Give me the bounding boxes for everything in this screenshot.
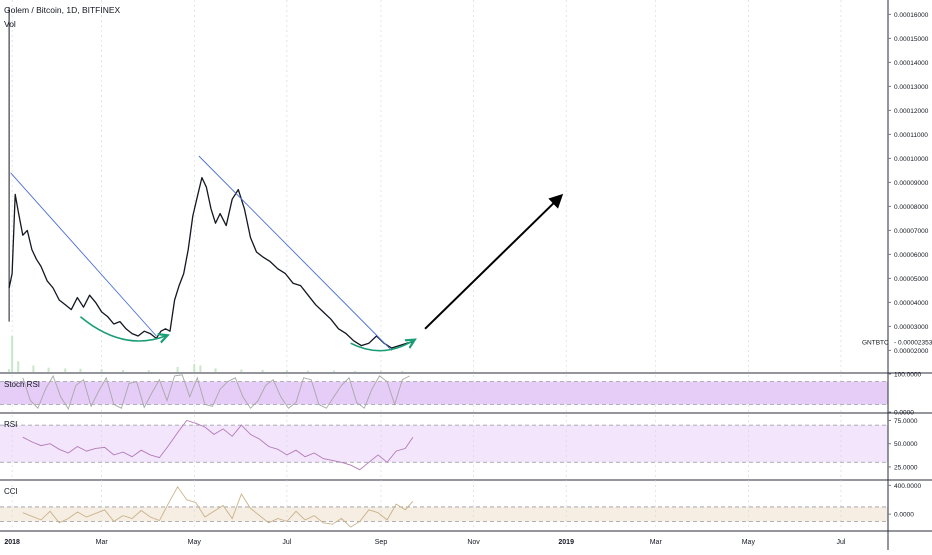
volume-bar: [32, 365, 35, 372]
cci-band-fill: [0, 506, 888, 522]
price-tick-label: 0.00007000: [894, 228, 929, 235]
indicator-lines: [22, 374, 414, 528]
time-tick-label: Mar: [650, 539, 663, 546]
volume-bar: [121, 369, 124, 372]
rsi-band-fill: [0, 425, 888, 463]
price-tick-label: 0.00008000: [894, 204, 929, 211]
cci-tick-label: 400.0000: [894, 483, 921, 490]
volume-bar: [354, 370, 357, 372]
time-tick-label: 2018: [4, 539, 20, 546]
cci-tick-label: 0.0000: [894, 512, 914, 519]
trendline-1: [10, 172, 157, 337]
arc-2: [350, 341, 413, 352]
time-tick-label: Nov: [467, 539, 480, 546]
arc-1: [79, 316, 165, 341]
price-tick-label: 0.00014000: [894, 60, 929, 67]
price-tick-label: 0.00013000: [894, 84, 929, 91]
symbol-tag: GNTBTC: [862, 339, 889, 346]
trendline-2: [198, 155, 392, 351]
axes: 0.00016000 0.00015000 0.00014000 0.00013000…: [4, 12, 932, 546]
volume-bar: [176, 366, 179, 372]
time-tick-label: May: [188, 539, 202, 546]
cci-line: [22, 485, 414, 528]
price-tick-label: 0.00006000: [894, 252, 929, 259]
rsi-line: [22, 419, 414, 471]
volume-bar: [79, 368, 82, 372]
price-tick-label: 0.00011000: [894, 132, 928, 139]
price-tick-label: 0.00003000: [894, 324, 929, 331]
pane-backgrounds: [0, 381, 888, 522]
stoch-rsi-line: [22, 374, 411, 411]
time-tick-label: Jul: [282, 539, 291, 546]
price-tick-label: 0.00016000: [894, 12, 929, 19]
volume-bars: [8, 336, 404, 372]
price-tick-label: 0.00005000: [894, 276, 929, 283]
price-tick-label: 0.00010000: [894, 156, 929, 163]
volume-bar: [8, 369, 11, 372]
time-tick-label: Mar: [96, 539, 109, 546]
volume-bar: [261, 369, 264, 372]
price-tick-label: 0.00004000: [894, 300, 929, 307]
stoch-rsi-tick-label: 0.0000: [894, 410, 914, 417]
time-tick-label: Jul: [836, 539, 845, 546]
stoch-rsi-tick-label: 100.0000: [894, 372, 921, 379]
stoch-rsi-label: Stoch RSI: [4, 380, 41, 389]
volume-bar: [64, 368, 67, 372]
rsi-tick-label: 50.0000: [894, 441, 918, 448]
volume-bar: [199, 365, 202, 372]
rsi-tick-label: 25.0000: [894, 464, 918, 471]
price-line: [8, 176, 414, 349]
volume-bar: [147, 370, 150, 372]
price-tick-label: 0.00002000: [894, 348, 929, 355]
price-tick-label: 0.00009000: [894, 180, 929, 187]
volume-bar: [401, 370, 404, 372]
price-series: [8, 7, 414, 349]
time-tick-label: Sep: [375, 539, 388, 546]
time-tick-label: 2019: [558, 539, 574, 546]
volume-bar: [100, 369, 103, 372]
volume-bar: [380, 370, 383, 372]
volume-label: Vol: [4, 19, 16, 29]
stoch-band-fill: [0, 381, 888, 405]
price-tick-label: 0.00012000: [894, 108, 929, 115]
volume-bar: [332, 370, 335, 372]
drawing-annotations: [10, 155, 564, 352]
last-value-label: - 0.00002353: [894, 339, 932, 346]
volume-bar: [17, 361, 20, 372]
volume-bar: [307, 370, 310, 372]
volume-bar: [214, 368, 217, 372]
symbol-title: Golem / Bitcoin, 1D, BITFINEX: [4, 5, 121, 15]
volume-bar: [193, 364, 196, 372]
rsi-label: RSI: [4, 420, 18, 429]
price-tick-label: 0.00015000: [894, 36, 929, 43]
volume-bar: [285, 370, 288, 372]
time-tick-label: May: [742, 539, 756, 546]
cci-label: CCI: [4, 487, 18, 496]
volume-bar: [240, 369, 243, 372]
volume-bar: [47, 367, 50, 372]
forecast-arrow: [424, 193, 564, 330]
rsi-tick-label: 75.0000: [894, 418, 918, 425]
volume-bar: [11, 336, 14, 372]
